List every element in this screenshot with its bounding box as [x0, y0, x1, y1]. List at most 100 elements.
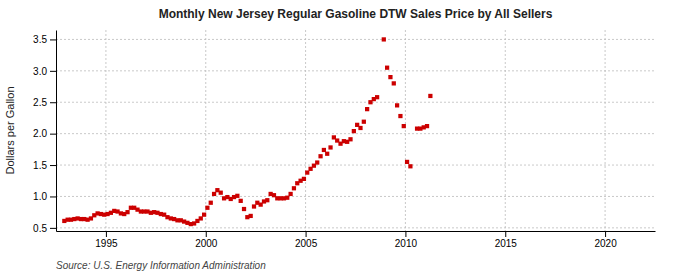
point [288, 192, 292, 196]
x-tick-mark [405, 231, 406, 237]
point [305, 170, 309, 174]
point [408, 164, 412, 168]
point [199, 216, 203, 220]
x-tick-mark [605, 231, 606, 237]
point [265, 198, 269, 202]
x-tick: 2000 [195, 231, 218, 249]
x-tick-mark [206, 231, 207, 237]
point [402, 124, 406, 128]
point [219, 191, 223, 195]
y-tick-label: 3.5 [33, 34, 47, 45]
y-tick-mark [50, 71, 56, 72]
y-tick-label: 2.5 [33, 97, 47, 108]
point [302, 177, 306, 181]
x-tick-label: 2010 [395, 238, 418, 249]
point [315, 160, 319, 164]
y-tick-mark [50, 228, 56, 229]
grid-line-x [305, 30, 306, 231]
x-tick: 2010 [395, 231, 418, 249]
point [392, 81, 396, 85]
point [318, 154, 322, 158]
x-tick-label: 2015 [495, 238, 518, 249]
y-tick: 2.0 [33, 128, 56, 139]
y-tick-mark [50, 102, 56, 103]
y-tick: 1.0 [33, 191, 56, 202]
point [325, 152, 329, 156]
x-tick-mark [306, 231, 307, 237]
point [242, 207, 246, 211]
point [235, 194, 239, 198]
point [395, 103, 399, 107]
grid-line-x [505, 30, 506, 231]
grid-line-y [56, 39, 655, 40]
point [125, 210, 129, 214]
x-tick-mark [106, 231, 107, 237]
point [425, 124, 429, 128]
point [202, 213, 206, 217]
point [249, 214, 253, 218]
point [385, 66, 389, 70]
point [292, 186, 296, 190]
point [205, 206, 209, 210]
x-tick-label: 2005 [295, 238, 318, 249]
plot-area: 1995 2000 2005 2010 2015 2020 0.5 1.0 1.5 2.0 2.5 3… [33, 30, 655, 249]
grid-line-y [56, 133, 655, 134]
x-tick: 1995 [95, 231, 118, 249]
point [348, 137, 352, 141]
title: Monthly New Jersey Regular Gasoline DTW … [159, 7, 553, 21]
y-tick-label: 2.0 [33, 128, 47, 139]
grid-line-y [56, 227, 655, 228]
y-tick-label: 3.0 [33, 66, 47, 77]
y-tick-label: 0.5 [33, 223, 47, 234]
y-tick-mark [50, 165, 56, 166]
y-tick-mark [50, 134, 56, 135]
y-tick: 3.0 [33, 66, 56, 77]
point [365, 107, 369, 111]
grid-line-x [205, 30, 206, 231]
grid-line-x [405, 30, 406, 231]
x-tick-label: 1995 [95, 238, 118, 249]
y-axis-title: Dollars per Gallon [4, 86, 16, 174]
x-axis-line [57, 231, 656, 232]
y-tick-label: 1.5 [33, 160, 47, 171]
y-tick-mark [50, 196, 56, 197]
point [322, 148, 326, 152]
point [209, 201, 213, 205]
y-tick: 1.5 [33, 160, 56, 171]
point [382, 37, 386, 41]
x-tick-label: 2020 [594, 238, 617, 249]
point [362, 120, 366, 124]
point [328, 145, 332, 149]
x-tick-mark [505, 231, 506, 237]
point [352, 129, 356, 133]
x-tick-label: 2000 [195, 238, 218, 249]
y-axis-line [56, 31, 57, 232]
point [239, 199, 243, 203]
y-tick: 0.5 [33, 223, 56, 234]
grid-line-y [56, 102, 655, 103]
point [375, 95, 379, 99]
point [388, 75, 392, 79]
y-tick-label: 1.0 [33, 191, 47, 202]
x-tick: 2015 [495, 231, 518, 249]
grid-line-y [56, 196, 655, 197]
chart: 1995 2000 2005 2010 2015 2020 0.5 1.0 1.5 2.0 2.5 3… [0, 0, 675, 275]
source-note: Source: U.S. Energy Information Administ… [56, 260, 266, 271]
point [398, 114, 402, 118]
grid-line-y [56, 165, 655, 166]
point [428, 94, 432, 98]
point [358, 126, 362, 130]
point [212, 192, 216, 196]
grid-line-x [105, 30, 106, 231]
y-axis: 0.5 1.0 1.5 2.0 2.5 3.0 3.5 [33, 31, 56, 234]
x-tick: 2020 [594, 231, 617, 249]
y-tick: 3.5 [33, 34, 56, 45]
point [405, 160, 409, 164]
grid [56, 30, 655, 231]
y-tick-mark [50, 39, 56, 40]
point [252, 204, 256, 208]
grid-line-y [56, 70, 655, 71]
point [285, 196, 289, 200]
x-tick: 2005 [295, 231, 318, 249]
y-tick: 2.5 [33, 97, 56, 108]
